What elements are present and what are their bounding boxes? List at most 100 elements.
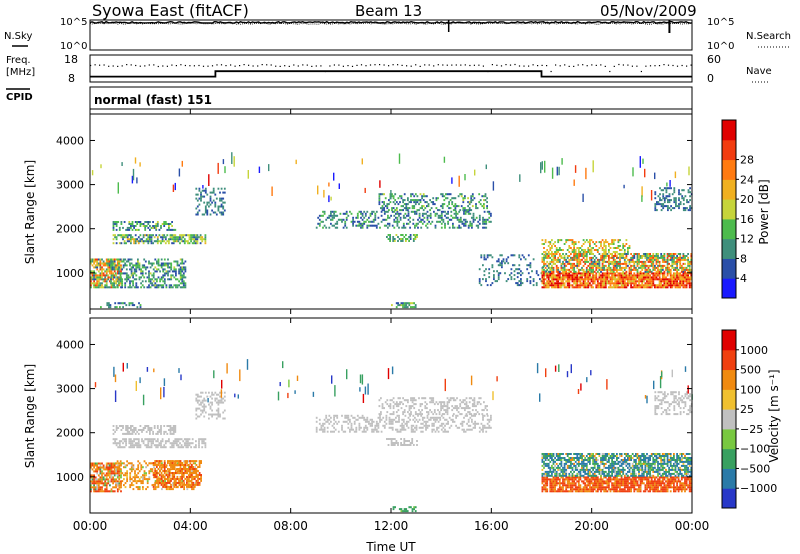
- heatmap-cell: [211, 201, 213, 204]
- heatmap-cell: [669, 268, 672, 271]
- heatmap-cell: [163, 462, 166, 464]
- heatmap-cell: [368, 220, 370, 223]
- heatmap-cell: [617, 274, 620, 277]
- heatmap-cell: [422, 205, 425, 208]
- heatmap-cell: [546, 274, 549, 277]
- heatmap-cell: [124, 284, 127, 287]
- heatmap-cell: [587, 276, 590, 279]
- heatmap-cell: [353, 220, 356, 223]
- heatmap-cell: [688, 266, 691, 269]
- heatmap-cell: [383, 420, 386, 423]
- heatmap-cell: [323, 422, 326, 425]
- heatmap-cell: [636, 260, 639, 263]
- heatmap-cell: [576, 284, 579, 287]
- heatmap-cell: [183, 488, 185, 491]
- heatmap-cell: [565, 280, 568, 283]
- heatmap-cell: [520, 280, 522, 283]
- heatmap-cell: [608, 266, 610, 269]
- heatmap-cell: [158, 240, 161, 243]
- heatmap-cell: [658, 272, 661, 275]
- heatmap-cell: [679, 284, 682, 287]
- heatmap-cell: [115, 306, 118, 309]
- heatmap-cell: [573, 245, 575, 247]
- heatmap-cell: [326, 418, 329, 421]
- nave-dot: [631, 65, 633, 67]
- heatmap-cell: [364, 220, 367, 223]
- heatmap-cell: [90, 462, 92, 465]
- heatmap-cell: [669, 255, 672, 257]
- heatmap-cell: [582, 272, 585, 275]
- heatmap-cell: [183, 234, 186, 237]
- heatmap-cell: [325, 218, 328, 221]
- heatmap-cell: [151, 468, 154, 471]
- heatmap-cell: [682, 258, 685, 261]
- heatmap-cell: [611, 255, 613, 257]
- heatmap-cell: [168, 242, 170, 245]
- heatmap-cell: [90, 466, 92, 469]
- heatmap-cell: [660, 270, 663, 273]
- heatmap-cell: [91, 480, 94, 483]
- heatmap-cell: [122, 432, 124, 435]
- heatmap-cell: [421, 197, 423, 200]
- heatmap-cell: [549, 270, 552, 273]
- heatmap-cell: [350, 424, 353, 427]
- heatmap-cell: [169, 234, 172, 237]
- heatmap-cell: [627, 278, 629, 281]
- heatmap-cell: [371, 212, 373, 215]
- heatmap-cell: [657, 284, 659, 287]
- heatmap-cell: [570, 262, 572, 265]
- heatmap-cell: [144, 240, 147, 243]
- heatmap-cell: [393, 220, 396, 223]
- heatmap-cell: [385, 210, 388, 213]
- heatmap-cell: [690, 268, 693, 271]
- heatmap-cell: [149, 221, 151, 223]
- heatmap-cell: [592, 276, 594, 279]
- heatmap-cell: [685, 286, 688, 289]
- heatmap-cell: [581, 266, 583, 269]
- heatmap-cell: [612, 272, 615, 275]
- heatmap-cell: [157, 460, 160, 463]
- heatmap-cell: [619, 256, 621, 259]
- heatmap-cell: [133, 444, 135, 447]
- heatmap-cell: [192, 460, 195, 463]
- heatmap-cell: [174, 429, 177, 431]
- heatmap-cell: [388, 426, 391, 429]
- heatmap-cell: [212, 413, 215, 416]
- heatmap-cell: [552, 260, 555, 263]
- heatmap-cell: [337, 218, 340, 221]
- heatmap-cell: [617, 239, 620, 242]
- heatmap-cell: [169, 228, 172, 231]
- heatmap-cell: [566, 274, 569, 277]
- heatmap-cell: [113, 270, 116, 273]
- heatmap-cell: [142, 427, 145, 429]
- heatmap-cell: [120, 236, 123, 239]
- heatmap-cell: [139, 240, 142, 243]
- heatmap-cell: [573, 264, 575, 267]
- heatmap-cell: [371, 224, 373, 227]
- heatmap-cell: [217, 207, 220, 210]
- heatmap-cell: [460, 193, 463, 196]
- heatmap-cell: [171, 236, 173, 239]
- heatmap-cell: [109, 260, 111, 263]
- heatmap-cell: [666, 274, 669, 277]
- heatmap-cell: [493, 278, 495, 281]
- heatmap-cell: [642, 266, 645, 269]
- heatmap-cell: [109, 264, 111, 267]
- noise-right-tick-top: 10^5: [707, 17, 734, 28]
- heatmap-cell: [669, 258, 672, 261]
- heatmap-cell: [631, 274, 634, 277]
- heatmap-cell: [320, 424, 323, 427]
- heatmap-cell: [147, 425, 150, 427]
- heatmap-cell: [642, 272, 645, 275]
- heatmap-cell: [137, 466, 140, 469]
- heatmap-cell: [188, 478, 190, 481]
- heatmap-cell: [560, 264, 563, 267]
- heatmap-cell: [419, 199, 422, 202]
- heatmap-cell: [659, 197, 661, 200]
- heatmap-cell: [149, 272, 152, 275]
- nave-dot: [189, 65, 191, 67]
- heatmap-cell: [154, 266, 157, 269]
- heatmap-cell: [129, 468, 132, 471]
- heatmap-cell: [120, 282, 122, 285]
- heatmap-cell: [639, 255, 642, 257]
